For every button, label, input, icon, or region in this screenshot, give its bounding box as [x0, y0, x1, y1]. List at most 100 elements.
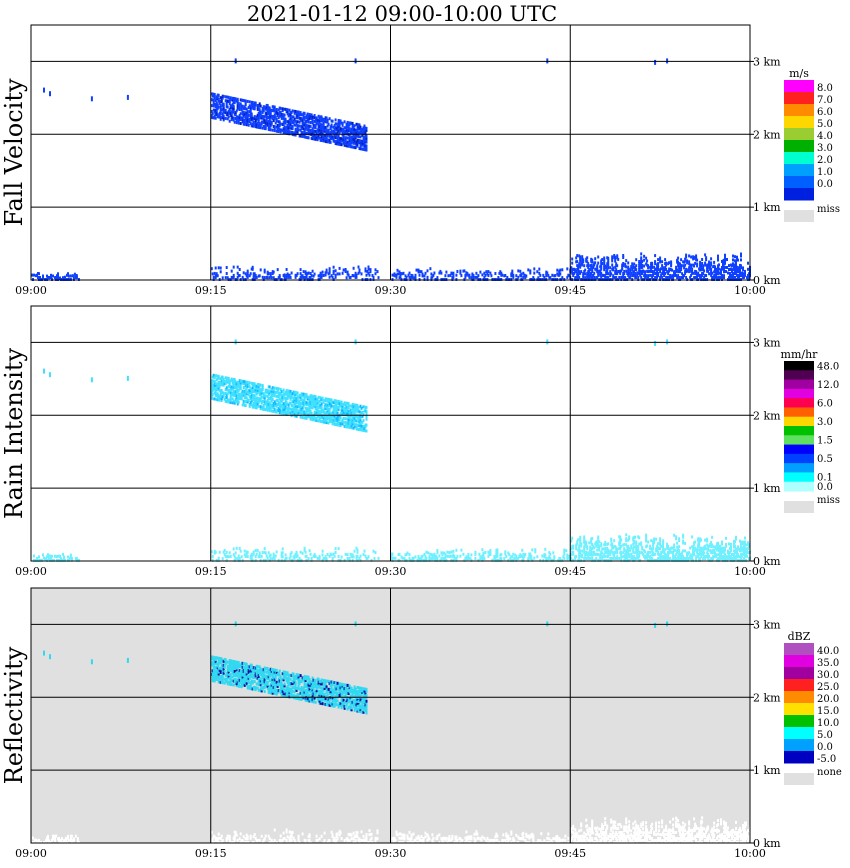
- data-cell: [232, 275, 235, 279]
- data-cell: [625, 269, 628, 273]
- data-cell: [635, 540, 638, 544]
- data-cell: [638, 542, 641, 546]
- data-cell: [330, 123, 333, 127]
- data-cell: [487, 270, 490, 274]
- data-cell: [324, 137, 327, 141]
- data-cell: [286, 108, 289, 112]
- data-cell: [324, 399, 327, 403]
- data-cell: [293, 398, 296, 402]
- scale-swatch: [784, 453, 814, 464]
- data-cell: [276, 112, 279, 116]
- data-cell: [533, 556, 536, 560]
- data-cell: [737, 268, 739, 272]
- data-cell: [586, 256, 589, 260]
- panel-ylabel: Fall Velocity: [0, 78, 28, 227]
- data-cell: [294, 275, 297, 279]
- data-cell: [307, 120, 310, 124]
- data-cell: [664, 272, 667, 275]
- data-cell: [631, 268, 634, 272]
- data-cell: [740, 264, 742, 268]
- data-cell: [655, 267, 658, 271]
- data-cell: [258, 102, 261, 106]
- data-cell: [431, 275, 434, 279]
- data-cell: [339, 139, 342, 143]
- data-cell: [736, 550, 738, 554]
- data-cell: [314, 401, 317, 405]
- data-cell: [70, 556, 73, 560]
- data-cell: [325, 136, 328, 140]
- data-cell: [313, 416, 316, 420]
- data-cell: [250, 556, 253, 560]
- data-cell: [349, 552, 352, 556]
- data-cell: [665, 261, 668, 265]
- data-cell: [604, 547, 607, 550]
- data-cell: [254, 555, 257, 558]
- data-cell: [334, 551, 337, 554]
- data-cell: [220, 100, 223, 104]
- data-cell: [333, 405, 336, 409]
- data-cell: [675, 537, 678, 541]
- data-cell: [228, 100, 231, 104]
- data-cell: [547, 273, 550, 277]
- data-cell: [630, 544, 633, 548]
- data-cell: [218, 668, 221, 672]
- data-cell: [496, 552, 499, 556]
- chart-title: 2021-01-12 09:00-10:00 UTC: [247, 2, 557, 26]
- data-cell: [625, 533, 628, 537]
- data-cell: [242, 110, 245, 114]
- x-tick-label: 09:00: [15, 565, 47, 578]
- data-cell: [351, 412, 354, 416]
- data-cell: [588, 270, 591, 274]
- data-cell: [669, 274, 672, 277]
- data-cell: [249, 401, 252, 405]
- data-cell: [303, 546, 306, 550]
- data-cell: [307, 126, 310, 130]
- data-cell: [594, 261, 597, 265]
- data-cell: [715, 553, 717, 557]
- data-cell: [276, 389, 279, 393]
- data-cell: [653, 541, 656, 545]
- data-cell: [295, 414, 298, 418]
- data-cell: [259, 407, 262, 411]
- data-cell: [532, 276, 535, 279]
- data-cell: [330, 137, 333, 141]
- data-cell: [298, 120, 301, 124]
- data-cell: [640, 256, 643, 260]
- data-cell: [280, 394, 283, 397]
- data-cell: [309, 276, 312, 279]
- data-cell: [657, 268, 660, 272]
- data-cell: [344, 403, 347, 407]
- data-cell: [288, 108, 291, 112]
- data-cell: [638, 536, 641, 540]
- data-cell: [296, 405, 299, 409]
- data-cell: [222, 671, 225, 675]
- data-cell: [218, 113, 221, 117]
- data-cell: [333, 412, 336, 416]
- data-cell: [731, 270, 733, 274]
- data-cell: [229, 665, 232, 669]
- data-cell: [625, 553, 628, 557]
- data-cell: [691, 555, 694, 559]
- data-cell: [330, 129, 333, 133]
- data-cell: [234, 551, 237, 555]
- data-cell: [340, 406, 343, 410]
- data-cell: [75, 276, 78, 280]
- data-cell: [351, 406, 354, 410]
- data-cell: [210, 267, 213, 271]
- data-cell: [477, 274, 480, 278]
- data-cell: [271, 128, 274, 132]
- data-cell: [345, 276, 348, 280]
- data-cell: [249, 110, 252, 114]
- data-cell: [619, 547, 622, 551]
- data-cell: [408, 271, 411, 275]
- data-cell: [699, 551, 702, 555]
- data-cell: [741, 548, 743, 552]
- data-cell: [365, 405, 368, 409]
- data-cell: [418, 557, 421, 561]
- data-cell: [641, 545, 644, 549]
- data-cell: [236, 557, 239, 561]
- data-cell: [239, 381, 242, 385]
- data-cell: [710, 541, 713, 544]
- data-cell: [579, 265, 582, 269]
- data-cell: [246, 111, 249, 115]
